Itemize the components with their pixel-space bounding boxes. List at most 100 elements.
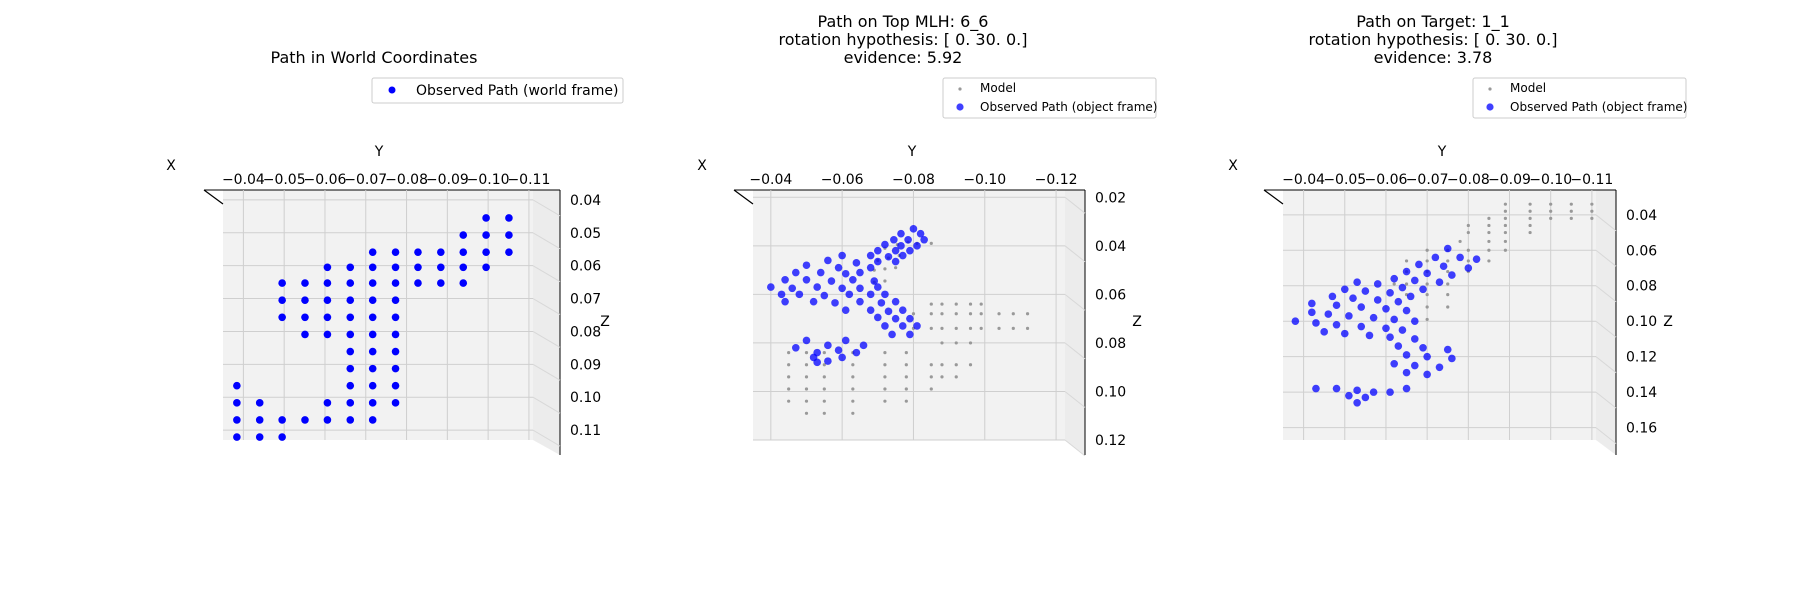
legend-marker-observed-path	[388, 86, 396, 94]
grid-line-side	[1064, 293, 1086, 311]
observed-path-point	[898, 322, 907, 330]
model-point	[940, 326, 944, 330]
model-point	[1025, 312, 1030, 316]
observed-path-point	[1423, 370, 1431, 379]
observed-path-point	[802, 336, 811, 345]
y-axis-label: Y	[907, 144, 917, 160]
observed-path-point	[323, 399, 332, 407]
observed-path-point	[1345, 312, 1353, 320]
model-point	[1404, 259, 1409, 263]
model-point	[851, 387, 855, 391]
observed-path-point	[866, 251, 875, 260]
legend: Observed Path (world frame)	[371, 77, 624, 104]
legend: Model Observed Path (object frame)	[942, 77, 1157, 119]
z-tick-label: 0.06	[1626, 243, 1657, 259]
observed-path-point	[795, 290, 804, 299]
observed-path-point	[1324, 310, 1333, 318]
grid-line-side	[532, 429, 561, 447]
model-point	[1392, 282, 1396, 286]
observed-path-point	[1390, 274, 1398, 283]
model-point	[904, 399, 908, 403]
model-point	[1011, 312, 1015, 316]
observed-path-point	[323, 279, 332, 287]
observed-path-point	[346, 399, 355, 407]
model-point	[940, 312, 944, 316]
y-tick-label: −0.04	[749, 172, 792, 188]
observed-path-point	[391, 330, 400, 339]
observed-path-point	[877, 299, 886, 307]
observed-path-point	[1308, 299, 1316, 308]
z-axis-label: Z	[1663, 314, 1673, 330]
observed-path-point	[897, 229, 905, 238]
subplot-world-coordinates: Path in World Coordinates Observed Path …	[166, 48, 624, 455]
model-point	[1503, 248, 1507, 252]
observed-path-point	[841, 269, 850, 278]
observed-path-point	[323, 296, 332, 304]
observed-path-point	[1291, 317, 1300, 326]
observed-path-point	[233, 381, 241, 390]
model-point	[822, 363, 826, 367]
z-tick-label: 0.10	[570, 390, 601, 406]
observed-path-point	[437, 263, 445, 272]
model-point	[822, 411, 826, 415]
grid-line-side	[1595, 249, 1617, 267]
model-point	[883, 267, 887, 271]
observed-path-point	[906, 246, 914, 255]
axes-frame	[733, 189, 1086, 455]
z-tick-label: 0.09	[570, 357, 601, 373]
observed-path-point	[414, 279, 422, 287]
model-point	[1569, 202, 1573, 206]
model-point	[1011, 326, 1015, 330]
z-tick-label: 0.10	[1626, 314, 1657, 330]
observed-path-point	[301, 416, 309, 424]
model-point	[954, 302, 958, 306]
legend-box	[1472, 77, 1687, 119]
observed-path-point	[346, 279, 355, 287]
observed-path-point	[459, 248, 468, 256]
model-point	[1446, 305, 1450, 309]
legend-label-observed-path: Observed Path (object frame)	[1510, 100, 1687, 114]
z-tick-label: 0.14	[1626, 385, 1657, 401]
observed-path-point	[1386, 333, 1394, 341]
model-point	[787, 375, 791, 379]
model-point	[1528, 216, 1532, 220]
y-tick-label: −0.04	[222, 172, 265, 188]
observed-path-point	[1398, 283, 1407, 292]
observed-path-point	[1406, 292, 1415, 301]
z-tick-label: 0.06	[570, 259, 601, 275]
observed-path-point	[391, 296, 400, 304]
model-point	[1466, 248, 1470, 252]
x-axis-line	[1263, 189, 1284, 205]
observed-path-point	[278, 416, 286, 424]
observed-path-point	[391, 313, 400, 322]
y-tick-labels: −0.04 −0.06 −0.08 −0.10 −0.12	[749, 172, 1077, 188]
observed-path-point	[255, 433, 264, 441]
observed-path-point	[791, 343, 800, 352]
observed-path-point	[1357, 303, 1366, 311]
model-point	[1590, 216, 1594, 220]
legend-marker-model	[958, 87, 962, 91]
model-point	[954, 326, 958, 330]
observed-path-point	[301, 330, 309, 339]
model-point	[968, 341, 973, 345]
grid-line-side	[532, 265, 561, 282]
legend-marker-model	[1488, 87, 1492, 91]
x-axis-label: X	[1228, 158, 1238, 174]
grid-line-side	[1595, 320, 1617, 338]
y-tick-label: −0.08	[1447, 172, 1490, 188]
model-point	[851, 411, 855, 415]
observed-path-point	[1340, 329, 1349, 338]
y-tick-label: −0.06	[821, 172, 864, 188]
observed-path-point	[881, 290, 889, 299]
observed-path-point	[323, 416, 332, 424]
model-point	[1446, 259, 1450, 263]
observed-path-point	[368, 279, 377, 287]
observed-path-point	[884, 252, 893, 261]
model-point	[929, 363, 933, 367]
model-point	[940, 302, 944, 306]
observed-path-point	[1357, 322, 1366, 331]
z-tick-label: 0.05	[570, 226, 601, 242]
model-point	[979, 302, 983, 306]
model-point	[822, 387, 826, 391]
